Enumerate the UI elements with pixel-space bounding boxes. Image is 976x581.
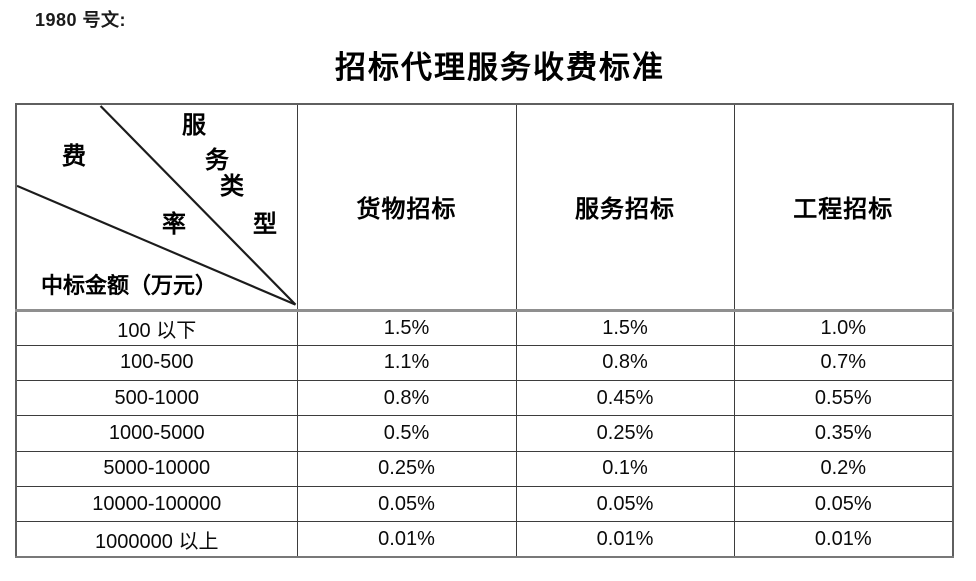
row-label-amount-range: 100 以下 (15, 309, 298, 346)
table-row: 10000-100000 0.05% 0.05% 0.05% (15, 485, 954, 523)
page-title: 招标代理服务收费标准 (335, 50, 665, 85)
column-header-goods-bidding: 货物招标 (296, 103, 517, 312)
fee-cell: 0.5% (296, 415, 517, 452)
row-label-amount-range: 500-1000 (15, 380, 298, 417)
corner-row-axis-label: 中标金额（万元） (41, 272, 218, 298)
corner-service-type-char-3: 类 (220, 174, 244, 200)
table-header-row: 服 务 类 型 费 率 中标金额（万元） 货物招标 服务招标 工程招标 (15, 103, 954, 312)
column-header-works-bidding: 工程招标 (733, 103, 954, 312)
column-header-service-bidding: 服务招标 (515, 103, 735, 312)
row-label-amount-range: 5000-10000 (15, 450, 298, 487)
table-row: 1000-5000 0.5% 0.25% 0.35% (15, 415, 954, 452)
row-label-amount-range: 1000-5000 (15, 415, 298, 452)
fee-cell: 0.01% (296, 521, 517, 558)
fee-cell: 0.05% (515, 485, 735, 523)
fee-cell: 0.1% (515, 450, 735, 487)
fee-cell: 0.8% (515, 344, 735, 382)
doc-reference-label: 1980 号文: (35, 10, 127, 30)
corner-service-type-char-2: 务 (205, 148, 229, 174)
diagonal-line-upper (99, 105, 296, 306)
fee-standard-table: 服 务 类 型 费 率 中标金额（万元） 货物招标 服务招标 工程招标 100 … (15, 103, 954, 558)
row-label-amount-range: 100-500 (15, 344, 298, 382)
fee-cell: 0.25% (515, 415, 735, 452)
corner-service-type-char-1: 服 (182, 113, 206, 139)
fee-cell: 1.5% (515, 309, 735, 346)
fee-cell: 0.55% (733, 380, 954, 417)
fee-cell: 1.0% (733, 309, 954, 346)
row-label-amount-range: 1000000 以上 (15, 521, 298, 558)
fee-cell: 0.25% (296, 450, 517, 487)
fee-cell: 0.01% (515, 521, 735, 558)
fee-cell: 0.7% (733, 344, 954, 382)
fee-cell: 0.01% (733, 521, 954, 558)
corner-service-type-char-4: 型 (253, 212, 277, 238)
fee-cell: 1.1% (296, 344, 517, 382)
diagonal-split-lines (17, 105, 296, 306)
table-row: 100 以下 1.5% 1.5% 1.0% (15, 309, 954, 346)
row-label-amount-range: 10000-100000 (15, 485, 298, 523)
fee-cell: 1.5% (296, 309, 517, 346)
corner-rate-char-2: 率 (162, 212, 186, 238)
table-row: 500-1000 0.8% 0.45% 0.55% (15, 380, 954, 417)
fee-cell: 0.2% (733, 450, 954, 487)
fee-cell: 0.05% (733, 485, 954, 523)
table-row: 5000-10000 0.25% 0.1% 0.2% (15, 450, 954, 487)
table-row: 100-500 1.1% 0.8% 0.7% (15, 344, 954, 382)
table-row: 1000000 以上 0.01% 0.01% 0.01% (15, 521, 954, 558)
corner-rate-char-1: 费 (62, 144, 86, 170)
fee-cell: 0.35% (733, 415, 954, 452)
fee-cell: 0.8% (296, 380, 517, 417)
fee-cell: 0.05% (296, 485, 517, 523)
fee-cell: 0.45% (515, 380, 735, 417)
diagonal-line-lower (17, 184, 296, 306)
corner-header-cell: 服 务 类 型 费 率 中标金额（万元） (15, 103, 298, 312)
